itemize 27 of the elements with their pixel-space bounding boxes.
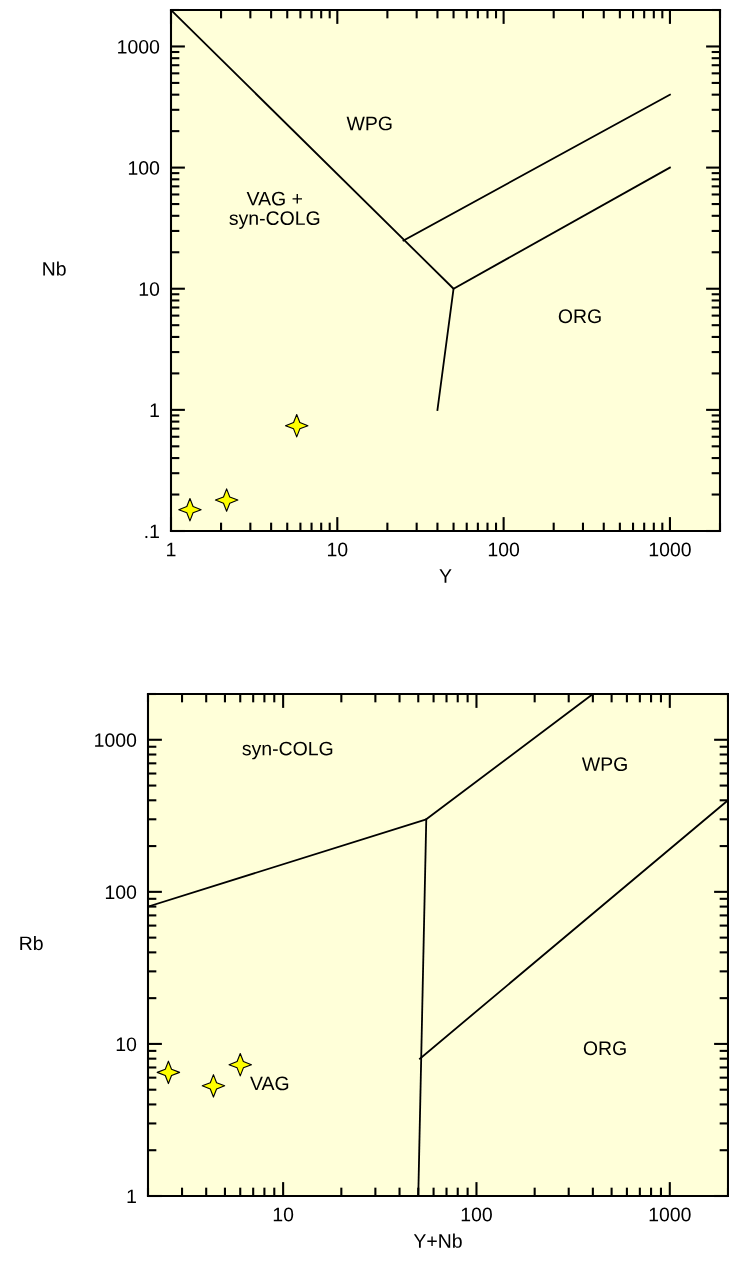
x-tick-label: 1000 <box>649 542 691 557</box>
x-tick-label: 100 <box>461 1207 492 1222</box>
y-tick-label: 1 <box>150 403 159 417</box>
y-axis-title: Rb <box>20 935 43 951</box>
annotation: WPG <box>346 116 392 131</box>
y-tick-label: 1000 <box>95 733 137 748</box>
annotation: VAG <box>250 1076 289 1091</box>
annotation: ORG <box>583 1041 626 1056</box>
x-tick-label: 10 <box>273 1207 294 1222</box>
annotation: WPG <box>581 757 627 772</box>
y-tick-label: 100 <box>105 885 137 900</box>
annotation: ORG <box>558 309 601 324</box>
y-axis-title: Nb <box>43 261 66 276</box>
x-axis-title: Y <box>439 569 452 583</box>
y-tick-label: 100 <box>128 161 160 175</box>
y-tick-label: 10 <box>116 1037 137 1052</box>
x-tick-label: 1 <box>167 542 176 557</box>
y-tick-label: 1000 <box>118 39 160 54</box>
annotation: syn-COLG <box>242 741 333 760</box>
x-tick-label: 1000 <box>649 1207 691 1222</box>
annotation: VAG + syn-COLG <box>229 191 320 229</box>
x-tick-label: 10 <box>327 542 348 557</box>
x-axis-title: Y+Nb <box>413 1233 462 1248</box>
y-tick-label: .1 <box>145 524 159 539</box>
y-tick-label: 10 <box>139 282 160 296</box>
x-tick-label: 100 <box>488 542 520 557</box>
y-tick-label: 1 <box>127 1189 136 1204</box>
